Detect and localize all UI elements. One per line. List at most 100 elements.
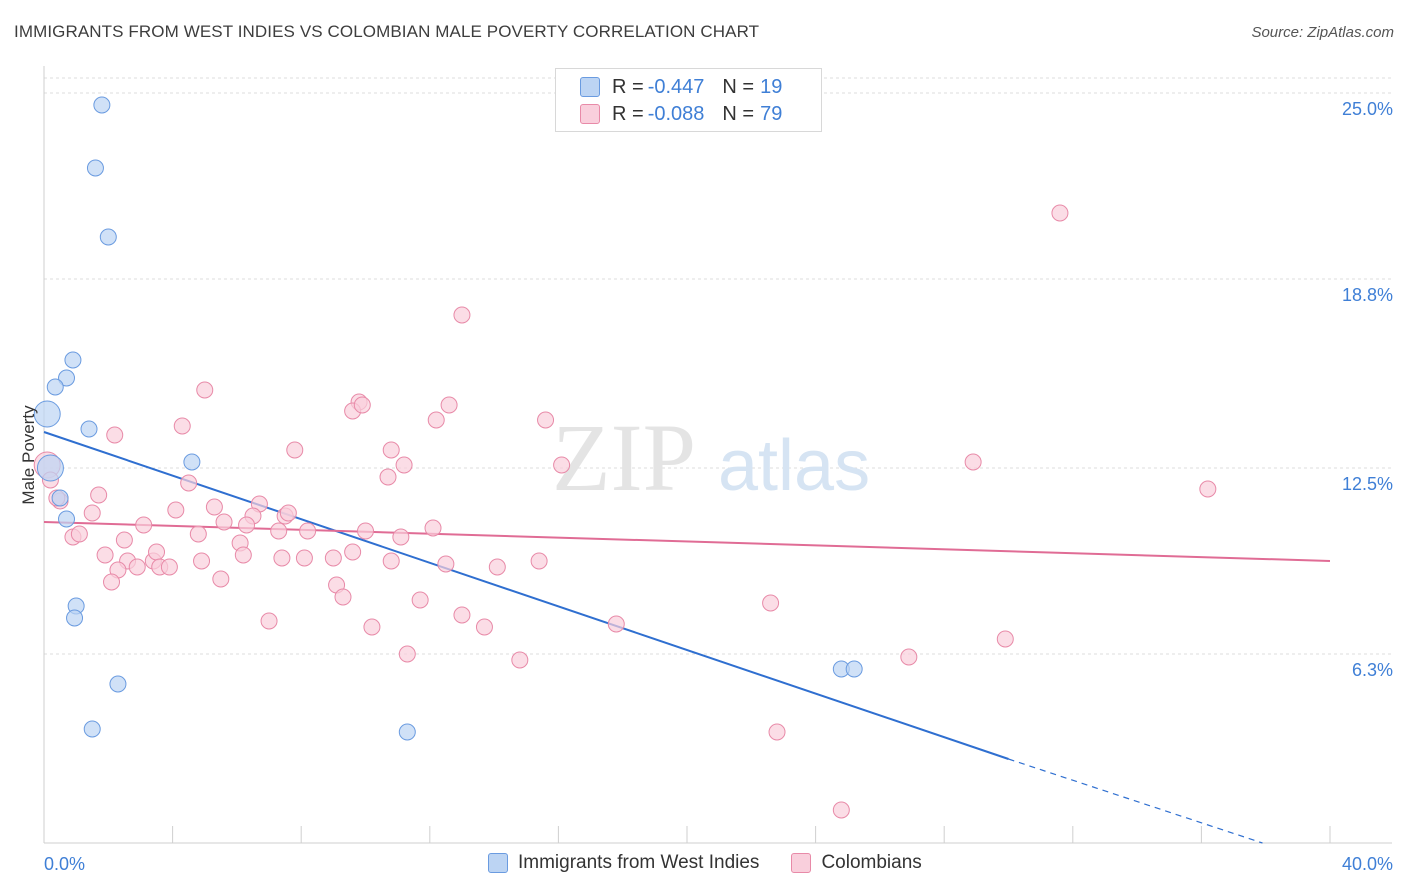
point-colombians	[900, 648, 918, 666]
point-colombians	[299, 522, 317, 540]
point-west-indies	[66, 609, 84, 627]
series-legend-colombians[interactable]: Colombians	[791, 852, 922, 874]
point-west-indies	[93, 96, 111, 114]
point-west-indies	[64, 351, 82, 369]
point-colombians	[768, 723, 786, 741]
watermark-atlas: atlas	[718, 426, 870, 506]
data-points	[33, 96, 1217, 819]
point-colombians	[96, 546, 114, 564]
point-west-indies	[80, 420, 98, 438]
point-colombians	[180, 474, 198, 492]
point-west-indies	[51, 489, 69, 507]
legend-swatch-colombians	[580, 104, 600, 124]
grid-lines	[44, 77, 1392, 655]
point-colombians	[273, 549, 291, 567]
point-colombians	[238, 516, 256, 534]
point-colombians	[193, 552, 211, 570]
point-west-indies	[398, 723, 416, 741]
point-colombians	[83, 504, 101, 522]
point-colombians	[424, 519, 442, 537]
point-west-indies	[183, 453, 201, 471]
legend-r-value: -0.088	[647, 102, 705, 125]
point-colombians	[530, 552, 548, 570]
point-colombians	[488, 558, 506, 576]
trend-line-0	[43, 431, 1009, 760]
point-colombians	[511, 651, 529, 669]
watermark-zip: ZIP	[552, 404, 696, 511]
point-colombians	[103, 573, 121, 591]
point-colombians	[379, 468, 397, 486]
legend-r-label: R =	[612, 102, 644, 125]
point-colombians	[295, 549, 313, 567]
point-west-indies	[46, 378, 64, 396]
series-legend: Immigrants from West Indies Colombians	[488, 852, 954, 874]
y-tick-label: 12.5%	[1342, 474, 1393, 494]
point-west-indies	[36, 454, 64, 482]
point-colombians	[395, 456, 413, 474]
point-colombians	[160, 558, 178, 576]
point-colombians	[286, 441, 304, 459]
point-colombians	[363, 618, 381, 636]
point-colombians	[357, 522, 374, 540]
point-colombians	[196, 381, 214, 399]
point-colombians	[1051, 204, 1069, 222]
point-colombians	[607, 615, 625, 633]
source-label: Source: ZipAtlas.com	[1251, 24, 1394, 41]
series-legend-west-indies[interactable]: Immigrants from West Indies	[488, 852, 759, 874]
series-label-colombians: Colombians	[821, 852, 922, 873]
legend-n-label: N =	[722, 102, 755, 125]
point-colombians	[70, 525, 88, 543]
point-west-indies	[83, 720, 101, 738]
trend-lines	[43, 431, 1331, 844]
point-colombians	[205, 498, 223, 516]
legend-swatch-west-indies	[580, 77, 600, 97]
point-colombians	[128, 558, 146, 576]
point-colombians	[762, 594, 780, 612]
point-west-indies	[99, 228, 117, 246]
point-west-indies	[86, 159, 104, 177]
y-tick-label: 6.3%	[1352, 660, 1393, 680]
point-colombians	[964, 453, 982, 471]
point-colombians	[392, 528, 410, 546]
y-tick-label: 25.0%	[1342, 99, 1393, 119]
legend-r-label: R =	[612, 75, 644, 98]
point-colombians	[382, 552, 400, 570]
point-colombians	[324, 549, 342, 567]
legend-n-value: 79	[760, 102, 783, 125]
point-colombians	[832, 801, 850, 819]
point-colombians	[90, 486, 108, 504]
legend-n-value: 19	[760, 75, 783, 98]
point-colombians	[279, 504, 297, 522]
x-tick-label-max: 40.0%	[1342, 854, 1393, 874]
point-colombians	[334, 588, 352, 606]
point-west-indies	[109, 675, 127, 693]
point-colombians	[106, 426, 124, 444]
legend-n-label: N =	[722, 75, 755, 98]
point-colombians	[189, 525, 207, 543]
y-axis-title: Male Poverty	[19, 405, 38, 505]
point-west-indies	[58, 510, 76, 528]
point-colombians	[453, 606, 471, 624]
point-west-indies	[33, 400, 61, 428]
point-colombians	[270, 522, 288, 540]
trend-line-extension-0	[1008, 758, 1263, 844]
point-colombians	[453, 306, 471, 324]
point-colombians	[537, 411, 555, 429]
series-label-west-indies: Immigrants from West Indies	[518, 852, 760, 873]
correlation-legend: R = -0.447 N = 19 R = -0.088 N = 79	[555, 68, 822, 132]
tick-labels: 6.3% 12.5% 18.8% 25.0% 0.0% 40.0%	[44, 99, 1393, 874]
point-colombians	[398, 645, 416, 663]
point-colombians	[344, 543, 362, 561]
point-colombians	[260, 612, 278, 630]
point-colombians	[427, 411, 445, 429]
point-colombians	[234, 546, 252, 564]
x-tick-label-min: 0.0%	[44, 854, 85, 874]
point-colombians	[440, 396, 458, 414]
point-colombians	[553, 456, 571, 474]
point-colombians	[475, 618, 493, 636]
point-colombians	[382, 441, 400, 459]
point-colombians	[353, 396, 371, 414]
point-west-indies	[58, 369, 76, 387]
series-swatch-colombians	[791, 853, 812, 873]
